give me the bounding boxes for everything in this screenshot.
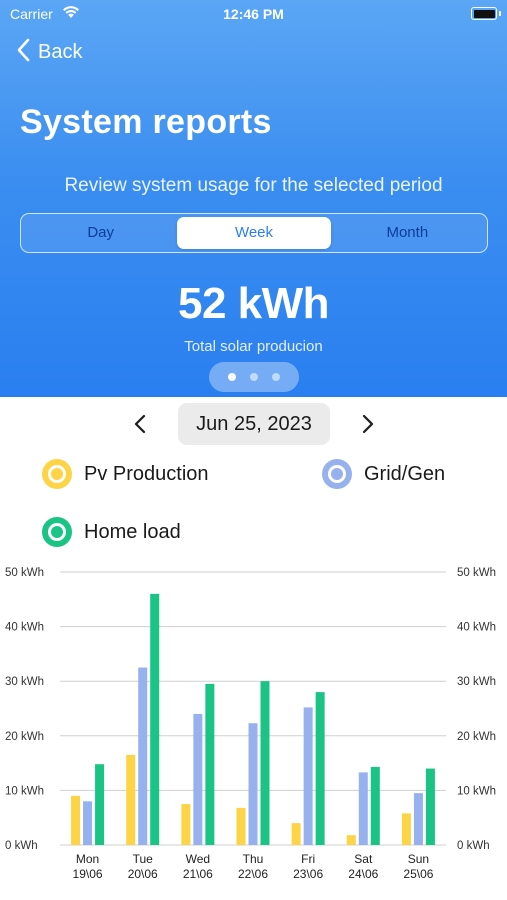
y-tick-label-right: 10 kWh bbox=[457, 785, 496, 797]
bar-home-load bbox=[260, 681, 270, 845]
legend-swatch bbox=[42, 459, 72, 489]
y-tick-label-right: 0 kWh bbox=[457, 840, 490, 852]
x-tick-date-label: 20\06 bbox=[128, 867, 158, 881]
previous-date-button[interactable] bbox=[130, 413, 150, 435]
x-tick-date-label: 19\06 bbox=[73, 867, 103, 881]
wifi-icon bbox=[62, 5, 80, 22]
y-tick-label-left: 10 kWh bbox=[5, 785, 44, 797]
bar-pv-production bbox=[346, 835, 356, 845]
x-tick-label: Thu bbox=[243, 852, 264, 866]
legend-item-grid-gen: Grid/Gen bbox=[322, 459, 445, 489]
back-button[interactable]: Back bbox=[16, 38, 82, 67]
x-tick-date-label: 25\06 bbox=[403, 867, 433, 881]
bar-grid-gen bbox=[303, 707, 313, 845]
date-picker-button[interactable]: Jun 25, 2023 bbox=[178, 403, 330, 445]
legend-item-pv-production: Pv Production bbox=[42, 459, 209, 489]
legend-swatch bbox=[322, 459, 352, 489]
y-tick-label-right: 20 kWh bbox=[457, 731, 496, 743]
total-value: 52 kWh bbox=[177, 279, 330, 328]
bar-home-load bbox=[315, 692, 325, 845]
y-tick-label-right: 40 kWh bbox=[457, 622, 496, 634]
bar-grid-gen bbox=[138, 667, 148, 845]
x-tick-date-label: 21\06 bbox=[183, 867, 213, 881]
x-tick-date-label: 22\06 bbox=[238, 867, 268, 881]
header-panel: Carrier 12:46 PM Back System reports Rev… bbox=[0, 0, 507, 397]
tab-day[interactable]: Day bbox=[87, 224, 114, 241]
y-tick-label-left: 50 kWh bbox=[5, 567, 44, 579]
battery-icon bbox=[471, 7, 497, 20]
legend-swatch bbox=[42, 517, 72, 547]
page-dot-3[interactable] bbox=[272, 373, 280, 381]
x-tick-label: Wed bbox=[186, 852, 210, 866]
tab-week[interactable]: Week bbox=[177, 217, 331, 249]
bar-pv-production bbox=[181, 804, 191, 845]
battery-nub bbox=[499, 11, 501, 16]
page-dot-1[interactable] bbox=[228, 373, 236, 381]
period-selector: Day Week Month bbox=[20, 213, 488, 253]
y-tick-label-right: 50 kWh bbox=[457, 567, 496, 579]
legend-label: Pv Production bbox=[84, 462, 209, 485]
x-tick-label: Mon bbox=[76, 852, 99, 866]
tab-month[interactable]: Month bbox=[386, 224, 429, 241]
bar-grid-gen bbox=[413, 793, 423, 845]
bar-home-load bbox=[205, 683, 215, 845]
y-tick-label-left: 0 kWh bbox=[5, 840, 38, 852]
y-tick-label-right: 30 kWh bbox=[457, 676, 496, 688]
bar-home-load bbox=[370, 766, 380, 845]
y-tick-label-left: 30 kWh bbox=[5, 676, 44, 688]
y-tick-label-left: 20 kWh bbox=[5, 731, 44, 743]
chevron-left-icon bbox=[134, 414, 146, 434]
clock: 12:46 PM bbox=[223, 6, 284, 22]
y-tick-label-left: 40 kWh bbox=[5, 622, 44, 634]
carrier-label: Carrier bbox=[10, 6, 53, 22]
date-navigator: Jun 25, 2023 bbox=[0, 403, 507, 445]
weekly-energy-bar-chart: 0 kWh 0 kWh 10 kWh 10 kWh 20 kWh 20 kWh 30 kWh… bbox=[5, 567, 496, 881]
total-caption: Total solar producion bbox=[184, 338, 323, 355]
bar-pv-production bbox=[291, 823, 301, 845]
bar-home-load bbox=[95, 764, 105, 845]
bar-grid-gen bbox=[358, 772, 368, 845]
bar-grid-gen bbox=[248, 723, 258, 845]
bar-pv-production bbox=[126, 754, 136, 845]
x-tick-date-label: 23\06 bbox=[293, 867, 323, 881]
bar-home-load bbox=[150, 593, 160, 845]
x-tick-label: Tue bbox=[133, 852, 154, 866]
page-subtitle: Review system usage for the selected per… bbox=[64, 175, 443, 196]
status-bar: Carrier 12:46 PM bbox=[0, 0, 507, 30]
page-indicator[interactable] bbox=[209, 362, 299, 392]
back-label: Back bbox=[38, 41, 83, 63]
chevron-left-icon bbox=[16, 38, 30, 67]
chevron-right-icon bbox=[362, 414, 374, 434]
bar-grid-gen bbox=[83, 801, 93, 845]
bar-grid-gen bbox=[193, 713, 203, 845]
x-tick-label: Sun bbox=[408, 852, 429, 866]
x-tick-date-label: 24\06 bbox=[348, 867, 378, 881]
legend-label: Grid/Gen bbox=[364, 462, 446, 485]
legend-label: Home load bbox=[84, 520, 181, 543]
bar-home-load bbox=[425, 768, 435, 845]
bar-pv-production bbox=[401, 813, 411, 845]
legend-item-home-load: Home load bbox=[42, 517, 181, 547]
bar-pv-production bbox=[71, 795, 81, 845]
x-tick-label: Sat bbox=[354, 852, 373, 866]
page-dot-2[interactable] bbox=[250, 373, 258, 381]
page-title: System reports bbox=[20, 103, 272, 141]
x-tick-label: Fri bbox=[301, 852, 315, 866]
next-date-button[interactable] bbox=[358, 413, 378, 435]
bar-pv-production bbox=[236, 807, 246, 845]
